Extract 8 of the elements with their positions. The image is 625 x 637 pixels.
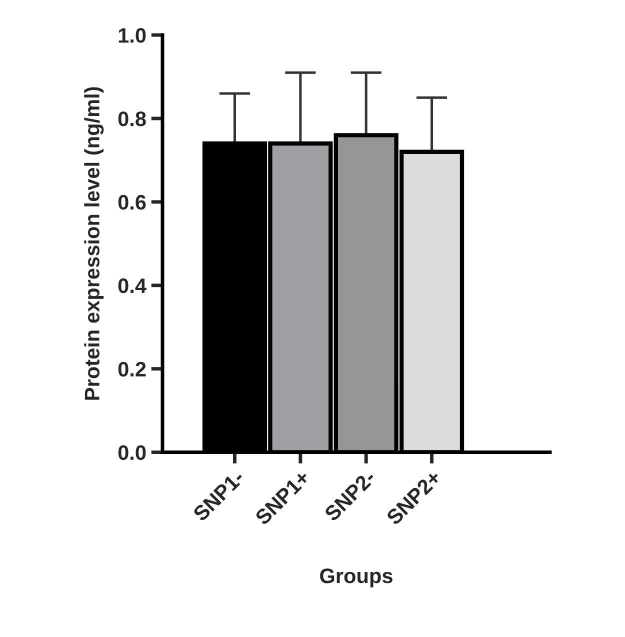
y-axis-title: Protein expression level (ng/ml): [84, 87, 104, 400]
x-axis-title: Groups: [320, 568, 392, 588]
y-tick-label: 0.6: [118, 194, 146, 210]
y-tick-label: 0.4: [118, 278, 146, 294]
y-tick-label: 0.8: [118, 111, 146, 126]
y-tick-label: 0.0: [118, 445, 146, 460]
y-tick-label: 1.0: [118, 28, 146, 43]
y-tick-label: 0.2: [118, 362, 146, 377]
